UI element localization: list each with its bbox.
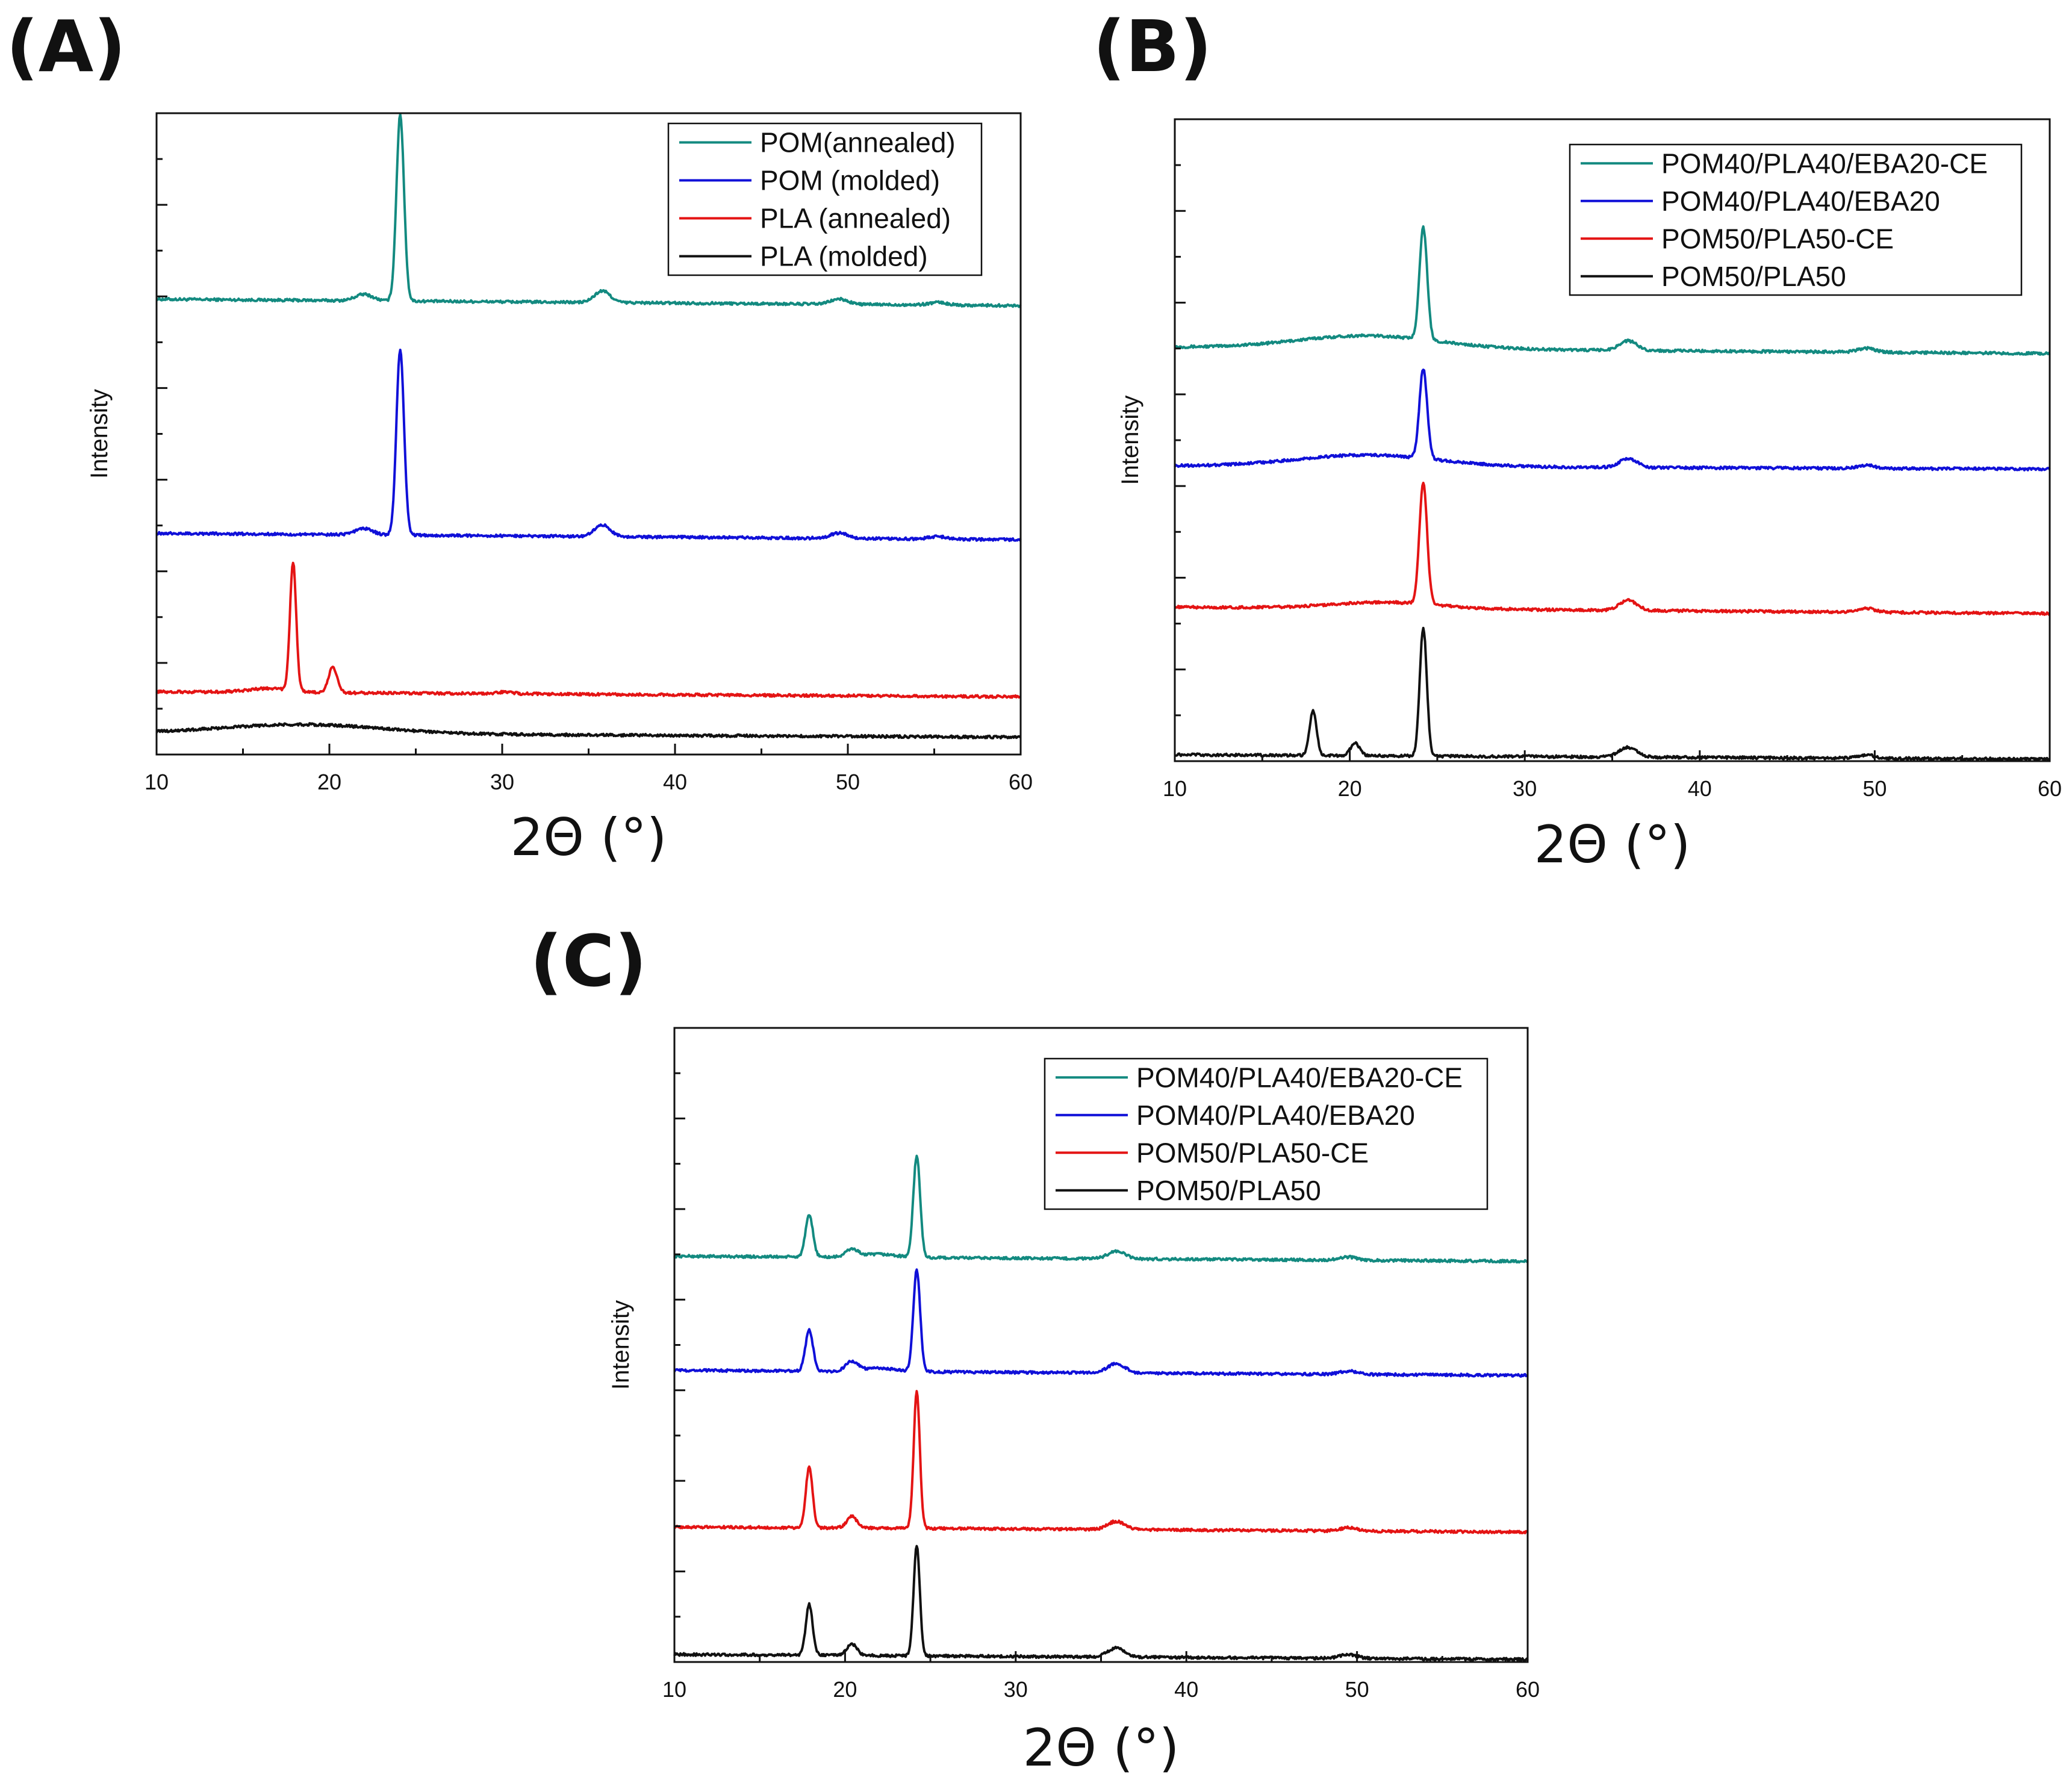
series-line-3	[673, 1390, 1528, 1534]
panel-b: (B) 10 20 30 40 50 60 2Θ (°) Intensity POM40/PLA4…	[1093, 5, 2062, 875]
legend-label: POM50/PLA50-CE	[1661, 223, 1894, 254]
x-tick-label: 10	[1163, 776, 1187, 801]
x-tick-label: 60	[1009, 770, 1033, 794]
legend: POM(annealed) POM (molded) PLA (annealed) P…	[667, 122, 983, 276]
legend-label: POM40/PLA40/EBA20	[1136, 1100, 1415, 1131]
x-tick-label: 50	[836, 770, 860, 794]
series-line-2	[673, 1268, 1528, 1378]
panel-c: (C) 10 20 30 40 50 60 2Θ (°) Intensity POM40/PLA4…	[530, 920, 1540, 1774]
x-tick-label: 20	[1338, 776, 1362, 801]
series-line-4	[155, 722, 1021, 739]
panel-label: (B)	[1093, 5, 1212, 88]
x-tick-label: 30	[1513, 776, 1537, 801]
x-tick-label: 60	[1516, 1677, 1540, 1702]
panel-label: (A)	[6, 5, 126, 88]
series-line-2	[1174, 369, 2051, 472]
x-axis-label: 2Θ (°)	[511, 808, 667, 868]
x-axis-label: 2Θ (°)	[1023, 1718, 1180, 1774]
legend-label: POM50/PLA50-CE	[1136, 1137, 1369, 1168]
x-tick-label: 50	[1345, 1677, 1369, 1702]
legend-label: POM (molded)	[760, 165, 940, 196]
x-tick-label: 40	[1174, 1677, 1198, 1702]
legend-box	[667, 122, 983, 276]
x-tick-label: 40	[663, 770, 687, 794]
legend: POM40/PLA40/EBA20-CE POM40/PLA40/EBA20 POM…	[1044, 1057, 1489, 1210]
x-tick-label: 20	[317, 770, 341, 794]
legend-label: PLA (molded)	[760, 241, 928, 272]
legend-label: POM50/PLA50	[1661, 261, 1846, 292]
series-line-1	[1174, 225, 2051, 356]
y-axis-label: Intensity	[86, 389, 113, 479]
series-line-4	[673, 1545, 1529, 1662]
y-axis-label: Intensity	[1117, 396, 1143, 485]
x-tick-label: 10	[145, 770, 169, 794]
legend-label: POM(annealed)	[760, 127, 956, 158]
x-tick-label: 60	[2038, 776, 2062, 801]
legend-label: POM40/PLA40/EBA20	[1661, 185, 1940, 217]
legend-label: POM40/PLA40/EBA20-CE	[1136, 1062, 1463, 1093]
y-axis-label: Intensity	[608, 1300, 634, 1390]
x-tick-label: 20	[833, 1677, 857, 1702]
series-line-3	[155, 561, 1022, 699]
legend-box	[1569, 143, 2023, 296]
series-line-2	[156, 349, 1022, 543]
panel-a: (A) 10 20 30 40 50 60 2Θ (°) Intensity POM(anneal…	[6, 5, 1033, 868]
series-line-1	[673, 1154, 1528, 1264]
series-line-3	[1174, 481, 2051, 616]
panel-label: (C)	[530, 920, 647, 1003]
series-line-1	[155, 113, 1022, 308]
x-tick-label: 30	[490, 770, 514, 794]
x-tick-label: 30	[1004, 1677, 1028, 1702]
x-axis-label: 2Θ (°)	[1534, 815, 1691, 875]
legend-label: POM50/PLA50	[1136, 1175, 1321, 1206]
legend-label: POM40/PLA40/EBA20-CE	[1661, 148, 1988, 179]
x-tick-label: 40	[1688, 776, 1712, 801]
legend-label: PLA (annealed)	[760, 203, 951, 234]
series-line-4	[1174, 626, 2051, 762]
x-tick-label: 50	[1862, 776, 1887, 801]
x-tick-label: 10	[662, 1677, 686, 1702]
legend-box	[1044, 1057, 1489, 1210]
legend: POM40/PLA40/EBA20-CE POM40/PLA40/EBA20 POM…	[1569, 143, 2023, 296]
